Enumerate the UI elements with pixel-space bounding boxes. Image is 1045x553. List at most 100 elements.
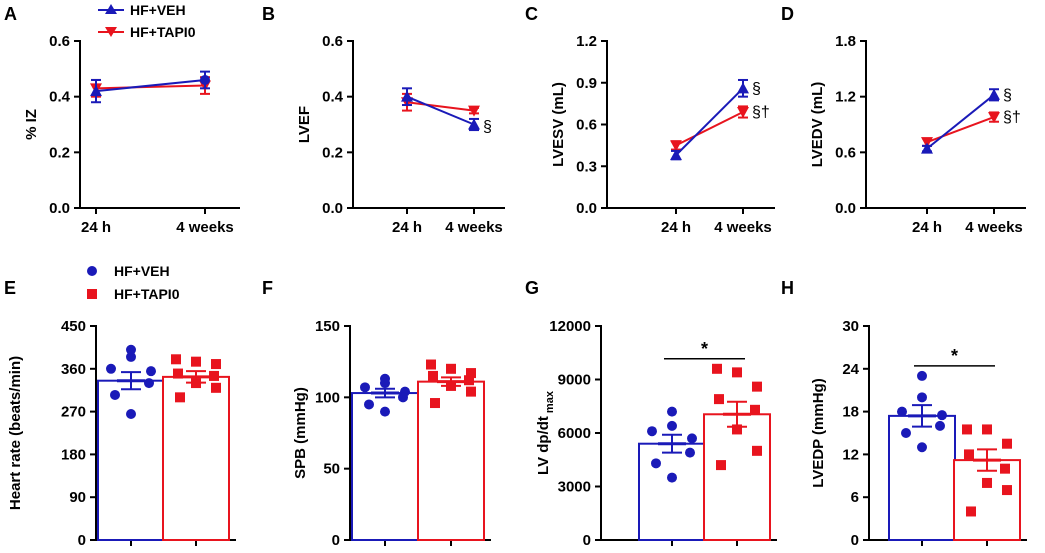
panel-h-y-label: LVEDP (mmHg) — [810, 378, 827, 487]
panel-e-bar-tapi — [162, 375, 230, 541]
legend-bottom-tapi-label: HF+TAPI0 — [114, 286, 180, 302]
panel-g-y-label-text: LV dp/dt — [535, 416, 552, 475]
legend-bottom: HF+VEH HF+TAPI0 — [87, 263, 180, 302]
panel-a-y-label: % IZ — [23, 109, 40, 140]
panel-f-y-tick-label: 100 — [315, 389, 340, 406]
panel-a-x-tick-label: 24 h — [81, 219, 111, 236]
panel-c-line-veh — [675, 87, 744, 156]
panel-a-y-tick-label: 0.0 — [49, 200, 70, 217]
panel-h-y-label-text: LVEDP (mmHg) — [810, 378, 827, 487]
panel-e-bar-veh — [97, 379, 165, 542]
panel-g-point-veh — [667, 406, 677, 417]
panel-h-y-tick-label: 18 — [842, 404, 859, 421]
panel-c-y-label: LVESV (mL) — [550, 82, 567, 167]
panel-g-point-veh — [685, 447, 695, 458]
panel-a-line-veh — [95, 78, 206, 93]
panel-g-point-tapi — [732, 367, 742, 378]
panel-a-y-tick-label: 0.2 — [49, 144, 70, 161]
panel-c-x-tick-label: 24 h — [661, 219, 691, 236]
panel-e-point-tapi — [173, 368, 183, 379]
panel-b-x-tick-label: 24 h — [392, 219, 422, 236]
panel-a-x-tick-label: 4 weeks — [176, 219, 234, 236]
panel-g-point-veh — [667, 420, 677, 431]
panel-f-point-veh — [380, 406, 390, 417]
panel-letter-b: B — [262, 4, 275, 24]
panel-h-point-tapi — [964, 449, 974, 460]
panel-b-line-tapi — [406, 101, 475, 112]
panel-letter-f: F — [262, 278, 273, 298]
panel-letter-g: G — [525, 278, 539, 298]
panel-c-y-label-text: LVESV (mL) — [550, 82, 567, 167]
panel-c-y-tick-label: 0.0 — [576, 200, 597, 217]
panel-c-annotation: §† — [752, 104, 770, 121]
panel-h-significance-label: * — [951, 346, 958, 366]
panel-d-y-tick-label: 0.6 — [835, 144, 856, 161]
panel-c-y-tick-label: 0.6 — [576, 117, 597, 134]
panel-g-point-veh — [647, 426, 657, 437]
panel-f-point-tapi — [464, 375, 474, 386]
panel-h-point-veh — [917, 392, 927, 403]
panel-e-y-tick-label: 360 — [61, 361, 86, 378]
panel-h-point-veh — [897, 406, 907, 417]
panel-d-y-tick-label: 1.8 — [835, 33, 856, 50]
panel-c-point-tapi — [737, 106, 749, 118]
panel-a-point-veh — [90, 85, 102, 97]
panel-f-bar-veh — [351, 392, 419, 542]
panel-f-point-tapi — [446, 363, 456, 374]
panel-b-point-veh — [468, 118, 480, 130]
panel-c-point-tapi — [670, 140, 682, 152]
panel-f-y-label: SPB (mmHg) — [292, 387, 309, 479]
panel-d-annotation: §† — [1003, 109, 1021, 126]
panel-g-point-tapi — [716, 460, 726, 471]
panel-letter-a: A — [4, 4, 17, 24]
panel-h-y-tick-label: 0 — [851, 532, 859, 549]
panel-f-point-veh — [380, 378, 390, 389]
panel-b-y-tick-label: 0.2 — [322, 144, 343, 161]
panel-f-y-label-text: SPB (mmHg) — [292, 387, 309, 479]
panel-e-point-veh — [106, 363, 116, 374]
panel-e-y-tick-label: 180 — [61, 446, 86, 463]
panel-e-point-veh — [126, 344, 136, 355]
panel-b-x-tick-label: 4 weeks — [445, 219, 503, 236]
panel-h-point-veh — [901, 428, 911, 438]
panel-h-bar-veh — [888, 414, 956, 542]
panel-h-point-veh — [935, 420, 945, 431]
panel-g-bar-veh — [638, 442, 706, 542]
panel-letter-d: D — [781, 4, 794, 24]
panel-e-y-tick-label: 450 — [61, 318, 86, 335]
panel-g-point-tapi — [712, 363, 722, 374]
panel-b-y-label: LVEF — [296, 106, 313, 143]
panel-e-y-label-text: Heart rate (beats/min) — [7, 356, 24, 510]
panel-d-line-tapi — [926, 116, 995, 144]
panel-e-point-tapi — [211, 359, 221, 370]
legend-bottom-veh-marker — [87, 266, 97, 276]
panel-f-y-tick-label: 150 — [315, 318, 340, 335]
panel-f-point-veh — [398, 392, 408, 403]
panel-a-y-tick-label: 0.6 — [49, 33, 70, 50]
panel-a-line-tapi — [95, 84, 206, 90]
legend-top-veh-label: HF+VEH — [130, 2, 186, 18]
panel-g-y-label: LV dp/dt max — [535, 390, 556, 475]
panel-d-point-veh — [988, 88, 1000, 100]
legend-bottom-tapi-marker — [87, 289, 97, 299]
panel-e-point-veh — [126, 351, 136, 362]
panel-b-y-label-text: LVEF — [296, 106, 313, 143]
panel-d-y-tick-label: 0.0 — [835, 200, 856, 217]
panel-h-point-tapi — [982, 477, 992, 488]
panel-g-point-tapi — [752, 445, 762, 456]
panel-d-point-tapi — [988, 112, 1000, 124]
panel-c-point-veh — [670, 149, 682, 161]
panel-h-point-tapi — [962, 424, 972, 435]
legend-top: HF+VEH HF+TAPI0 — [98, 2, 196, 40]
panel-c-y-tick-label: 0.9 — [576, 75, 597, 92]
panel-e-y-tick-label: 90 — [69, 489, 86, 506]
panel-e-point-tapi — [191, 356, 201, 367]
panel-f-point-veh — [364, 399, 374, 410]
panel-e-point-veh — [146, 366, 156, 377]
panel-e-point-tapi — [171, 354, 181, 365]
panel-a-point-veh — [200, 74, 210, 85]
panel-h-point-tapi — [1002, 485, 1012, 496]
panel-g-point-tapi — [714, 394, 724, 405]
panel-e-y-label: Heart rate (beats/min) — [7, 356, 24, 510]
panel-c-x-tick-label: 4 weeks — [714, 219, 772, 236]
